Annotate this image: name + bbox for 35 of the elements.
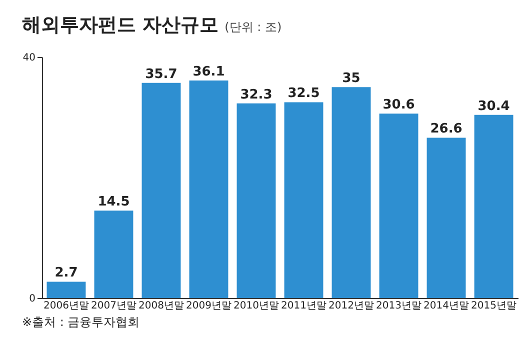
x-tick-label: 2011년말	[281, 300, 326, 312]
data-label: 2.7	[54, 266, 78, 281]
x-tick-label: 2010년말	[234, 300, 279, 312]
chart-subtitle: (단위 : 조)	[224, 20, 282, 34]
y-tick-label: 40	[22, 52, 36, 64]
x-tick-label: 2014년말	[424, 300, 469, 312]
y-tick-label: 0	[29, 294, 36, 304]
chart-title: 해외투자펀드 자산규모	[22, 14, 219, 36]
data-label: 36.1	[192, 64, 225, 80]
bar	[142, 82, 181, 298]
x-tick-label: 2008년말	[138, 300, 184, 312]
bar	[46, 282, 86, 298]
bar	[236, 103, 276, 298]
bar	[379, 114, 418, 298]
x-tick-label: 2013년말	[376, 300, 422, 312]
x-tick-label: 2007년말	[91, 300, 136, 312]
data-label: 35	[342, 71, 360, 86]
data-label: 30.4	[478, 98, 510, 114]
data-label: 32.3	[240, 87, 272, 102]
bar	[426, 138, 466, 298]
bar	[94, 210, 134, 298]
bar	[474, 114, 514, 298]
data-label: 35.7	[145, 66, 178, 82]
x-tick-label: 2009년말	[186, 300, 232, 312]
x-tick-label: 2012년말	[328, 300, 374, 312]
data-label: 14.5	[98, 194, 130, 210]
data-label: 30.6	[382, 98, 415, 113]
bar	[332, 87, 371, 298]
bar	[189, 80, 228, 298]
data-label: 32.5	[288, 86, 320, 102]
x-tick-label: 2006년말	[44, 300, 89, 312]
x-tick-label: 2015년말	[471, 300, 516, 312]
bar	[284, 102, 324, 298]
data-label: 26.6	[430, 122, 462, 137]
text: ※출처 : 금융투자협회	[21, 314, 141, 331]
